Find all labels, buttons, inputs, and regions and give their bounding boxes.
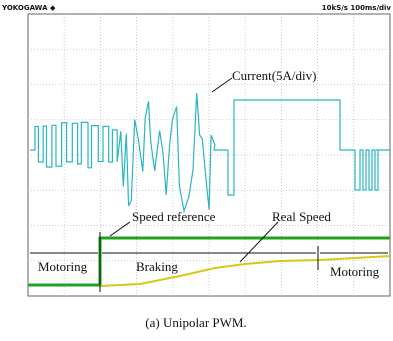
motoring-label: Motoring bbox=[38, 259, 88, 274]
page: YOKOGAWA ◆ 10kS/s 100ms/div Current(5A/d… bbox=[0, 0, 393, 341]
scope-brand: YOKOGAWA ◆ bbox=[1, 4, 56, 12]
braking-label: Braking bbox=[136, 259, 178, 274]
real-speed-label: Real Speed bbox=[272, 209, 331, 224]
figure: YOKOGAWA ◆ 10kS/s 100ms/div Current(5A/d… bbox=[0, 0, 393, 341]
motoring-label: Motoring bbox=[330, 264, 380, 279]
scope-settings: 10kS/s 100ms/div bbox=[322, 4, 392, 12]
speed-reference-label: Speed reference bbox=[132, 209, 216, 224]
current-label: Current(5A/div) bbox=[232, 68, 316, 83]
caption: (a) Unipolar PWM. bbox=[145, 315, 246, 330]
